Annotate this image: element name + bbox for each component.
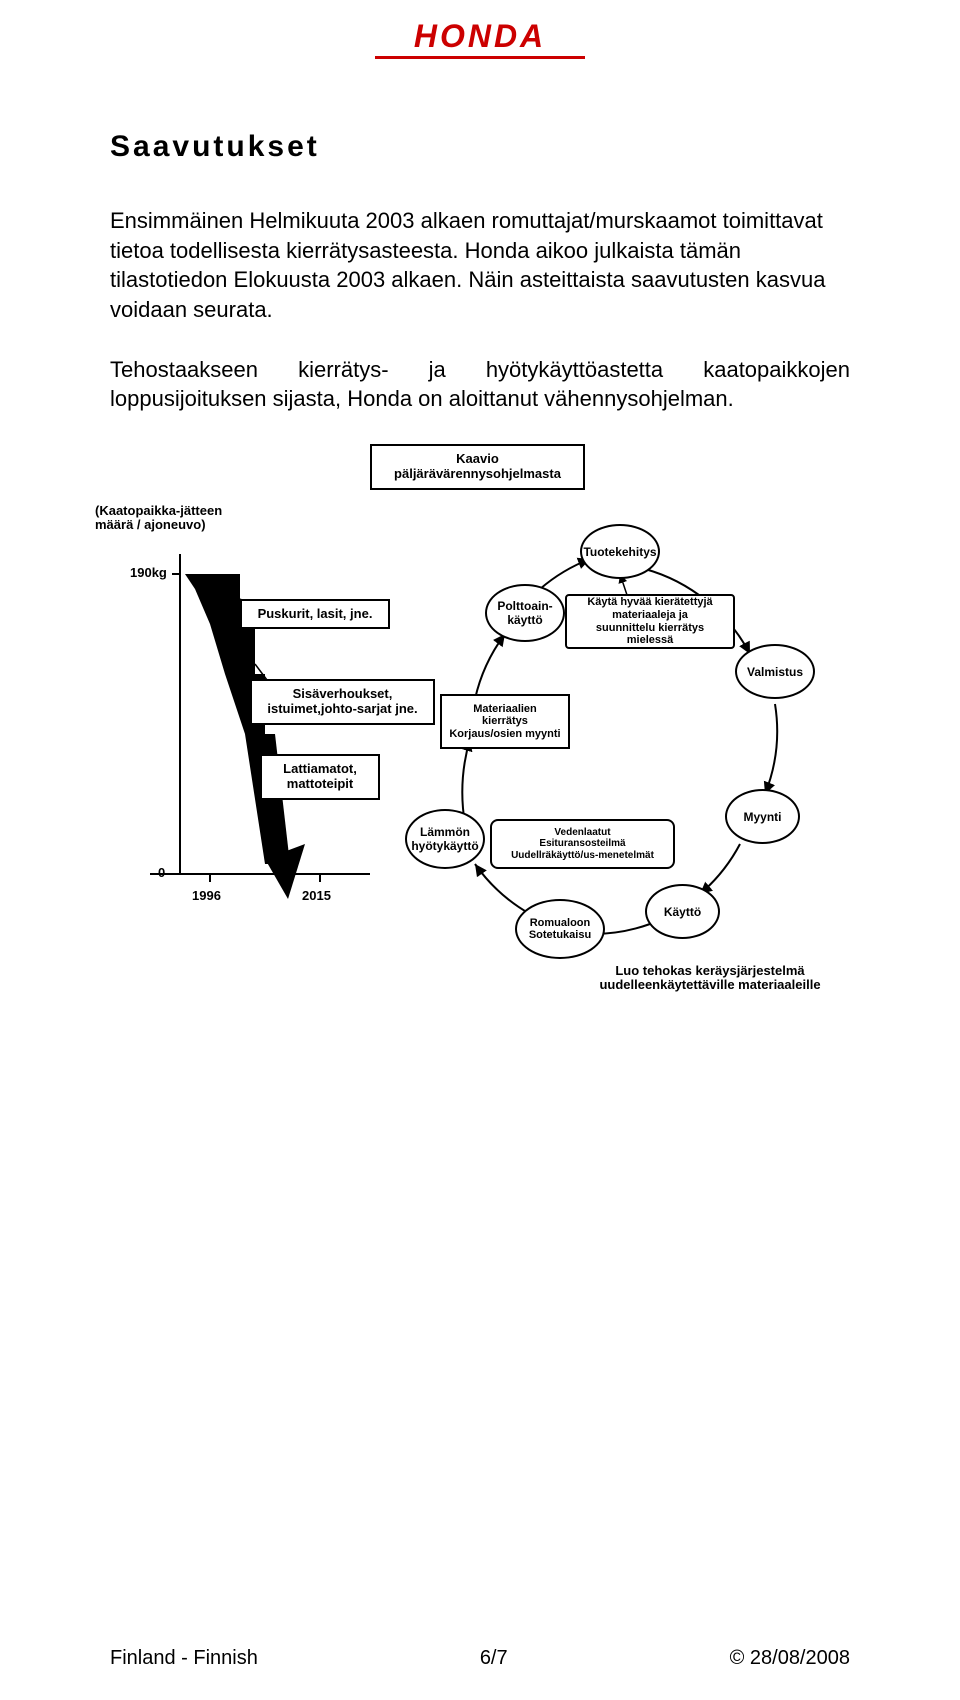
node-tuotekehitys: Tuotekehitys [580,524,660,579]
diagram-container: Kaaviopäljärävärennysohjelmasta (Kaatopa… [110,444,850,1064]
step-box-1: Sisäverhoukset,istuimet,johto-sarjat jne… [250,679,435,725]
y-min-label: 0 [158,866,165,880]
footer-center: 6/7 [480,1647,508,1670]
body-paragraph: Ensimmäinen Helmikuuta 2003 alkaen romut… [110,206,850,325]
x-end-label: 2015 [302,889,331,903]
node-polttoain: Polttoain-käyttö [485,584,565,642]
x-start-label: 1996 [192,889,221,903]
page-title: Saavutukset [110,130,850,164]
inner-box-materiaalien: MateriaalienkierrätysKorjaus/osien myynt… [440,694,570,749]
page-footer: Finland - Finnish 6/7 © 28/08/2008 [110,1647,850,1670]
node-valmistus: Valmistus [735,644,815,699]
node-myynti: Myynti [725,789,800,844]
node-romualoon: RomualoonSotetukaisu [515,899,605,959]
y-max-label: 190kg [130,566,167,580]
node-kaytto: Käyttö [645,884,720,939]
footer-right: © 28/08/2008 [730,1647,850,1670]
logo-underline [375,56,585,59]
inner-box-kayta: Käytä hyvää kierätettyjämateriaaleja jas… [565,594,735,649]
node-lammon: Lämmönhyötykäyttö [405,809,485,869]
document-page: HONDA Saavutukset Ensimmäinen Helmikuuta… [0,0,960,1700]
footer-left: Finland - Finnish [110,1647,258,1670]
diagram-title-box: Kaaviopäljärävärennysohjelmasta [370,444,585,490]
honda-logo: HONDA [414,18,546,55]
y-axis-label: (Kaatopaikka-jätteenmäärä / ajoneuvo) [95,504,265,533]
step-box-0: Puskurit, lasit, jne. [240,599,390,629]
cycle-footer-label: Luo tehokas keräysjärjestelmäuudelleenkä… [570,964,850,993]
body-paragraph: Tehostaakseen kierrätys- ja hyötykäyttöa… [110,355,850,414]
content-area: Saavutukset Ensimmäinen Helmikuuta 2003 … [110,0,850,1064]
step-box-2: Lattiamatot,mattoteipit [260,754,380,800]
inner-box-vedenlaatut: VedenlaatutEsituransosteilmäUudellräkäyt… [490,819,675,869]
